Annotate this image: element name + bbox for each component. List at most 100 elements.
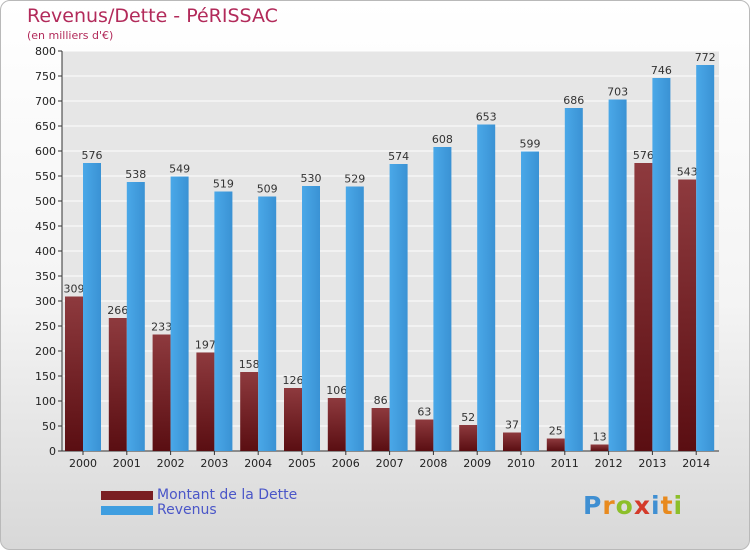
debt-value-label: 158 bbox=[239, 358, 260, 371]
y-tick-label: 450 bbox=[35, 220, 56, 233]
y-tick-label: 600 bbox=[35, 145, 56, 158]
revenue-value-label: 549 bbox=[169, 163, 190, 176]
y-tick-label: 350 bbox=[35, 270, 56, 283]
revenue-value-label: 772 bbox=[695, 51, 716, 64]
legend-swatch-debt bbox=[101, 491, 153, 500]
chart-subtitle: (en milliers d'€) bbox=[27, 29, 114, 42]
debt-bar bbox=[546, 438, 565, 451]
revenue-bar bbox=[170, 176, 189, 451]
revenue-bar bbox=[258, 196, 277, 451]
x-tick-label: 2006 bbox=[332, 457, 360, 470]
revenue-bar bbox=[126, 182, 145, 451]
revenue-value-label: 529 bbox=[344, 173, 365, 186]
y-tick-label: 550 bbox=[35, 170, 56, 183]
debt-bar bbox=[152, 334, 171, 451]
x-tick-label: 2009 bbox=[463, 457, 491, 470]
revenue-bar bbox=[345, 186, 364, 451]
debt-bar bbox=[371, 408, 390, 451]
debt-value-label: 13 bbox=[593, 431, 607, 444]
revenue-value-label: 576 bbox=[82, 149, 103, 162]
revenue-value-label: 653 bbox=[476, 111, 497, 124]
logo-letter: t bbox=[660, 491, 674, 520]
debt-value-label: 37 bbox=[505, 419, 519, 432]
y-tick-label: 250 bbox=[35, 320, 56, 333]
revenue-value-label: 509 bbox=[257, 183, 278, 196]
debt-value-label: 576 bbox=[633, 149, 654, 162]
debt-bar bbox=[503, 432, 521, 451]
revenue-bar bbox=[477, 124, 496, 451]
debt-bar bbox=[590, 444, 609, 451]
legend-label-revenue: Revenus bbox=[157, 502, 217, 518]
y-tick-label: 750 bbox=[35, 70, 56, 83]
debt-bar bbox=[240, 372, 259, 451]
debt-bar bbox=[634, 163, 653, 451]
debt-bar bbox=[108, 318, 127, 451]
debt-value-label: 86 bbox=[374, 394, 388, 407]
y-tick-label: 400 bbox=[35, 245, 56, 258]
revenue-bar bbox=[564, 108, 583, 451]
revenue-bar bbox=[389, 164, 408, 451]
debt-value-label: 543 bbox=[677, 166, 698, 179]
y-tick-label: 100 bbox=[35, 395, 56, 408]
logo-letter: x bbox=[633, 491, 651, 520]
x-tick-label: 2003 bbox=[200, 457, 228, 470]
y-tick-label: 50 bbox=[42, 420, 56, 433]
revenue-value-label: 538 bbox=[125, 168, 146, 181]
x-tick-label: 2012 bbox=[595, 457, 623, 470]
y-tick-label: 650 bbox=[35, 120, 56, 133]
debt-value-label: 52 bbox=[461, 411, 475, 424]
revenue-bar bbox=[83, 163, 101, 451]
y-tick-label: 150 bbox=[35, 370, 56, 383]
logo-letter: r bbox=[602, 491, 616, 520]
x-tick-label: 2000 bbox=[69, 457, 97, 470]
debt-value-label: 25 bbox=[549, 425, 563, 438]
debt-bar bbox=[415, 419, 434, 451]
revenue-bar bbox=[696, 65, 715, 451]
revenue-bar bbox=[433, 147, 452, 451]
revenue-bar bbox=[521, 151, 539, 451]
x-tick-label: 2007 bbox=[376, 457, 404, 470]
debt-bar bbox=[459, 425, 478, 451]
debt-value-label: 126 bbox=[283, 374, 304, 387]
debt-value-label: 266 bbox=[107, 304, 128, 317]
revenue-value-label: 686 bbox=[563, 94, 584, 107]
y-tick-label: 800 bbox=[35, 45, 56, 58]
x-tick-label: 2008 bbox=[419, 457, 447, 470]
debt-value-label: 233 bbox=[151, 321, 172, 334]
x-tick-label: 2005 bbox=[288, 457, 316, 470]
revenue-bar bbox=[214, 191, 233, 451]
revenue-value-label: 519 bbox=[213, 178, 234, 191]
legend-label-debt: Montant de la Dette bbox=[157, 487, 298, 503]
chart-title: Revenus/Dette - PéRISSAC bbox=[27, 5, 278, 27]
debt-bar bbox=[65, 296, 83, 451]
legend-swatch-revenue bbox=[101, 506, 153, 515]
logo-letter: P bbox=[583, 491, 603, 520]
logo-letter: i bbox=[651, 491, 661, 520]
y-tick-label: 0 bbox=[49, 445, 56, 458]
debt-bar bbox=[284, 388, 302, 451]
revenue-bar bbox=[652, 78, 671, 451]
y-tick-label: 300 bbox=[35, 295, 56, 308]
proxiti-logo: Proxiti bbox=[583, 491, 683, 520]
x-tick-label: 2013 bbox=[638, 457, 666, 470]
debt-bar bbox=[327, 398, 346, 451]
x-tick-label: 2014 bbox=[682, 457, 710, 470]
y-tick-label: 200 bbox=[35, 345, 56, 358]
y-tick-label: 500 bbox=[35, 195, 56, 208]
x-tick-label: 2002 bbox=[157, 457, 185, 470]
x-tick-label: 2004 bbox=[244, 457, 272, 470]
revenue-bar bbox=[608, 99, 627, 451]
y-tick-label: 700 bbox=[35, 95, 56, 108]
x-tick-label: 2001 bbox=[113, 457, 141, 470]
logo-letter: o bbox=[615, 491, 634, 520]
logo-letter: i bbox=[673, 491, 684, 520]
debt-value-label: 197 bbox=[195, 339, 216, 352]
x-tick-label: 2010 bbox=[507, 457, 535, 470]
debt-bar bbox=[196, 352, 215, 451]
revenue-value-label: 574 bbox=[388, 150, 409, 163]
revenue-value-label: 599 bbox=[520, 138, 541, 151]
debt-value-label: 106 bbox=[326, 384, 347, 397]
revenue-value-label: 703 bbox=[607, 86, 628, 99]
debt-value-label: 63 bbox=[417, 406, 431, 419]
